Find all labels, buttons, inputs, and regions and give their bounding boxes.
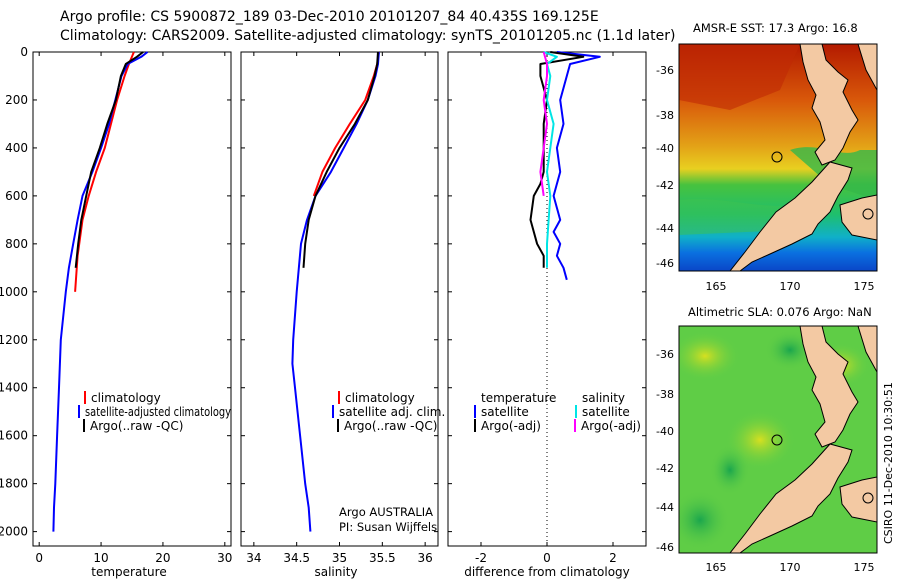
- legend-item: Argo(..raw -QC): [344, 419, 437, 433]
- argo-location-marker: [771, 151, 783, 163]
- map-tick-label: 170: [780, 561, 801, 574]
- sst-map-lat-ticks: -36 -38 -40 -42 -44 -46: [656, 64, 674, 270]
- x-tick-label: 35.5: [369, 551, 396, 565]
- map-tick-label: -44: [656, 501, 674, 514]
- x-tick-label: 0: [543, 551, 551, 565]
- legend-item: satellite adj. clim.: [339, 405, 445, 419]
- secondary-location-marker: [862, 492, 874, 504]
- map-tick-label: 175: [854, 280, 875, 293]
- sla-map: [679, 326, 877, 553]
- x-tick-label: 10: [93, 551, 108, 565]
- map-tick-label: -38: [656, 388, 674, 401]
- map-tick-label: 175: [854, 561, 875, 574]
- series-line: [302, 51, 379, 268]
- series-line: [74, 51, 144, 268]
- legend-item: climatology: [91, 391, 161, 405]
- salinity-panel: [240, 51, 439, 547]
- y-tick-label: 1800: [0, 477, 28, 491]
- south-island-landmass: [729, 161, 853, 271]
- temperature-panel: [32, 51, 232, 547]
- series-line: [543, 51, 558, 268]
- legend-item: temperature: [481, 391, 556, 405]
- x-axis-label-temperature: temperature: [91, 565, 166, 579]
- y-tick-label: 1000: [0, 285, 28, 299]
- y-tick-label: 800: [5, 237, 28, 251]
- legend-item: climatology: [345, 391, 415, 405]
- map-tick-label: -42: [656, 462, 674, 475]
- sst-map-title: AMSR-E SST: 17.3 Argo: 16.8: [693, 21, 858, 35]
- map-tick-label: -38: [656, 109, 674, 122]
- legend-item: satellite-adjusted climatology: [85, 405, 231, 419]
- y-tick-label: 1400: [0, 381, 28, 395]
- map-tick-label: -42: [656, 179, 674, 192]
- x-tick-label: 30: [217, 551, 232, 565]
- pi-note: PI: Susan Wijffels: [339, 520, 437, 534]
- x-tick-label: 36: [418, 551, 433, 565]
- south-island-landmass: [729, 443, 853, 553]
- x-tick-label: 0: [35, 551, 43, 565]
- legend-item: Argo(..raw -QC): [90, 419, 183, 433]
- series-line: [552, 51, 601, 281]
- series-line: [74, 51, 135, 292]
- argo-location-marker: [771, 434, 783, 446]
- y-tick-label: 2000: [0, 525, 28, 539]
- x-tick-label: 20: [155, 551, 170, 565]
- map-tick-label: -44: [656, 222, 674, 235]
- y-tick-label: 1200: [0, 333, 28, 347]
- x-tick-label: 35: [332, 551, 347, 565]
- y-tick-label: 200: [5, 93, 28, 107]
- x-axis-label-salinity: salinity: [314, 565, 357, 579]
- chart-subtitle: Climatology: CARS2009. Satellite-adjuste…: [60, 28, 676, 44]
- map-tick-label: -46: [656, 257, 674, 270]
- profile-lines: [52, 51, 601, 532]
- y-tick-label: 600: [5, 189, 28, 203]
- y-tick-label: 0: [20, 45, 28, 59]
- y-tick-label: 1600: [0, 429, 28, 443]
- x-tick-label: 34: [246, 551, 261, 565]
- legend-item: Argo(-adj): [481, 419, 541, 433]
- north-island-landmass: [799, 44, 859, 166]
- sla-map-lon-ticks: 165 170 175: [706, 561, 875, 574]
- map-tick-label: -40: [656, 142, 674, 155]
- north-island-landmass: [799, 326, 859, 448]
- axis-ticks: 0 10 20 30020040060080010001200140016001800…: [0, 45, 646, 565]
- sst-map: [679, 44, 877, 271]
- legend-item: Argo(-adj): [581, 419, 641, 433]
- series-line: [529, 51, 585, 268]
- x-axis-label-difference: difference from climatology: [464, 565, 630, 579]
- legend-item: satellite: [481, 405, 529, 419]
- legend-item: salinity: [582, 391, 625, 405]
- x-tick-label: 2: [609, 551, 617, 565]
- map-tick-label: -40: [656, 425, 674, 438]
- sst-map-lon-ticks: 165 170 175: [706, 280, 875, 293]
- difference-legend-salinity: salinity satellite Argo(-adj): [574, 391, 641, 433]
- series-line: [539, 51, 548, 197]
- map-tick-label: -46: [656, 541, 674, 554]
- legend-item: satellite: [582, 405, 630, 419]
- map-tick-label: -36: [656, 64, 674, 77]
- argo-australia-note: Argo AUSTRALIA: [339, 505, 433, 519]
- difference-legend-temperature: temperature satellite Argo(-adj): [474, 391, 556, 433]
- difference-panel: [447, 51, 647, 547]
- sla-map-title: Altimetric SLA: 0.076 Argo: NaN: [688, 305, 872, 319]
- temperature-legend: climatology satellite-adjusted climatolo…: [78, 391, 231, 433]
- x-tick-label: -2: [475, 551, 487, 565]
- y-tick-label: 400: [5, 141, 28, 155]
- salinity-legend: climatology satellite adj. clim. Argo(..…: [332, 391, 445, 433]
- sla-map-lat-ticks: -36 -38 -40 -42 -44 -46: [656, 348, 674, 554]
- secondary-location-marker: [862, 208, 874, 220]
- map-tick-label: 165: [706, 280, 727, 293]
- map-tick-label: -36: [656, 348, 674, 361]
- chart-title: Argo profile: CS 5900872_189 03-Dec-2010…: [60, 9, 599, 25]
- map-tick-label: 165: [706, 561, 727, 574]
- map-tick-label: 170: [780, 280, 801, 293]
- x-tick-label: 34.5: [283, 551, 310, 565]
